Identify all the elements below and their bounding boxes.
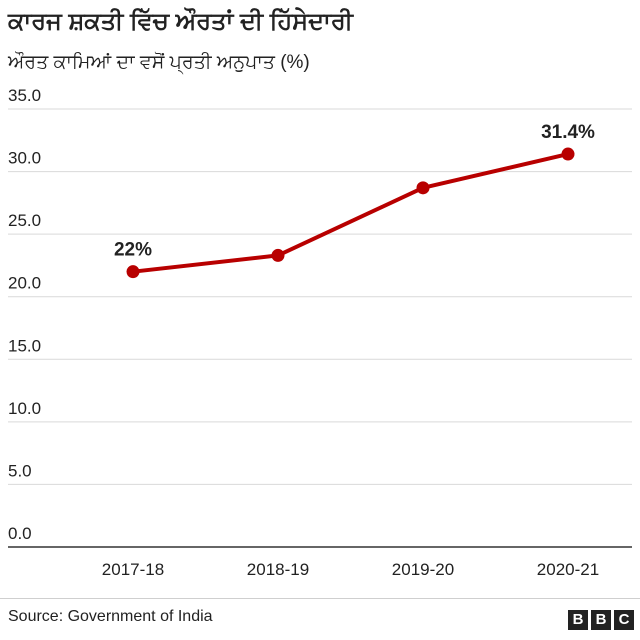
y-tick-label: 10.0: [8, 399, 41, 418]
data-label: 31.4%: [541, 122, 595, 143]
x-tick-label: 2018-19: [247, 560, 309, 579]
bbc-logo-letter: C: [614, 610, 634, 630]
y-tick-label: 25.0: [8, 211, 41, 230]
data-point: [271, 248, 285, 262]
source-note: Source: Government of India: [8, 608, 213, 625]
x-tick-label: 2019-20: [392, 560, 454, 579]
y-tick-label: 35.0: [8, 86, 41, 105]
bbc-logo-letter: B: [568, 610, 588, 630]
y-tick-label: 30.0: [8, 149, 41, 168]
footer-divider: [0, 598, 640, 599]
data-label: 22%: [114, 240, 152, 261]
x-tick-label: 2017-18: [102, 560, 164, 579]
y-tick-label: 15.0: [8, 336, 41, 355]
bbc-logo: B B C: [568, 610, 634, 630]
bbc-logo-letter: B: [591, 610, 611, 630]
chart-title: ਕਾਰਜ ਸ਼ਕਤੀ ਵਿੱਚ ਔਰਤਾਂ ਦੀ ਹਿੱਸੇਦਾਰੀ: [8, 8, 354, 35]
line-chart: 0.0 5.0 10.0 15.0 20.0 25.0 30.0 35.0 2017-18 201…: [8, 86, 632, 579]
y-tick-label: 5.0: [8, 461, 32, 480]
chart-subtitle: ਔਰਤ ਕਾਮਿਆਂ ਦਾ ਵਸੋਂ ਪ੍ਰਤੀ ਅਨੁਪਾਤ (%): [8, 52, 310, 73]
series-line: [131, 152, 570, 274]
y-tick-label: 20.0: [8, 274, 41, 293]
x-tick-label: 2020-21: [537, 560, 599, 579]
data-point: [416, 181, 430, 195]
data-point: [126, 265, 140, 279]
data-point: [561, 147, 575, 161]
y-tick-label: 0.0: [8, 524, 32, 543]
